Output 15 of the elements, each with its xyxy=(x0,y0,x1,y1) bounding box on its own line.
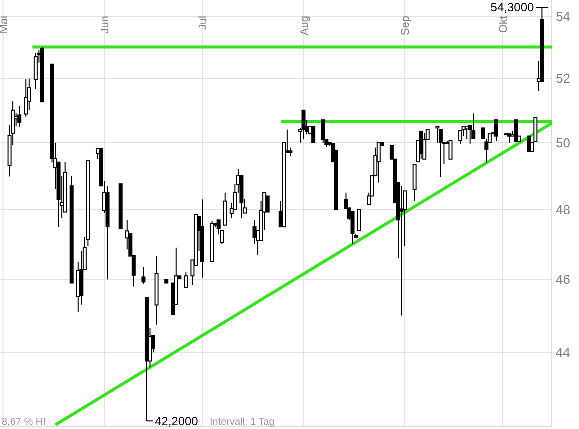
y-tick-label: 44 xyxy=(556,345,570,360)
annotation: Intervall: 1 Tag xyxy=(210,417,275,428)
annotation: 54,3000 xyxy=(490,0,535,15)
x-tick-label: Sep xyxy=(400,16,412,36)
y-tick-label: 52 xyxy=(556,71,570,86)
x-tick-label: Jun xyxy=(100,16,112,34)
y-tick-label: 48 xyxy=(556,202,570,218)
y-tick-label: 54 xyxy=(556,9,570,24)
y-tick-label: 50 xyxy=(556,135,570,150)
annotation: 8,67 % HI xyxy=(2,417,46,428)
x-tick-label: Aug xyxy=(298,16,311,36)
annotation: 42,2000 xyxy=(154,414,199,428)
x-tick-label: Jul xyxy=(198,16,210,30)
y-tick-label: 46 xyxy=(556,272,570,288)
x-tick-label: Okt xyxy=(498,16,510,34)
